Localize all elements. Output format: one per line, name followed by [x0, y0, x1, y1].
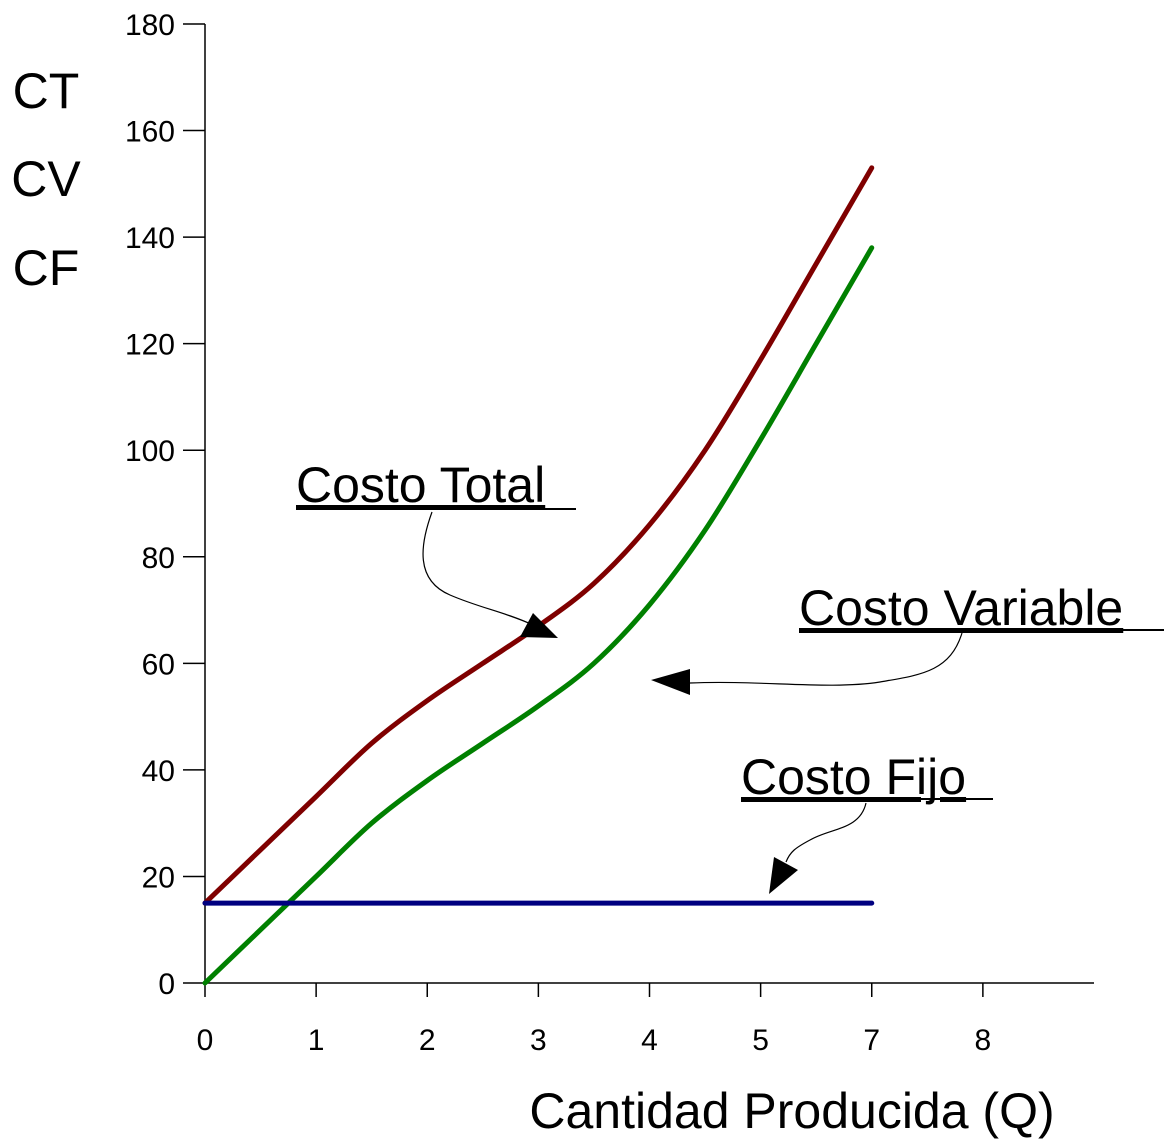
y-tick-label: 180 [125, 9, 175, 42]
y-tick-label: 140 [125, 222, 175, 255]
y-tick-label: 40 [142, 755, 175, 788]
y-ticks: 0 20 40 60 80 100 120 140 160 180 [125, 9, 205, 1001]
x-tick-label: 8 [975, 1024, 992, 1057]
x-tick-label: 1 [308, 1024, 325, 1057]
y-tick-label: 0 [158, 968, 175, 1001]
y-axis-title-line-2: CV [11, 151, 81, 207]
y-tick-label: 160 [125, 116, 175, 149]
x-tick-label: 5 [752, 1024, 769, 1057]
x-axis-title: Cantidad Producida (Q) [529, 1083, 1054, 1139]
leader-costo-fijo [785, 802, 867, 863]
y-tick-label: 80 [142, 542, 175, 575]
series-costo-total [202, 165, 875, 906]
x-tick-label: 2 [419, 1024, 436, 1057]
label-costo-variable: Costo Variable [799, 580, 1123, 636]
series-lines [202, 165, 875, 986]
y-tick-label: 20 [142, 861, 175, 894]
arrowhead-costo-total [520, 613, 558, 638]
y-tick-label: 120 [125, 329, 175, 362]
series-costo-variable [202, 245, 875, 986]
x-tick-label: 4 [641, 1024, 658, 1057]
y-axis-title-line-1: CT [13, 63, 80, 119]
y-tick-label: 60 [142, 648, 175, 681]
leader-costo-total [422, 511, 534, 626]
x-ticks: 0 1 2 3 4 5 7 8 [197, 983, 992, 1057]
label-costo-fijo: Costo Fijo [741, 749, 966, 805]
leader-costo-variable [689, 632, 963, 686]
arrowhead-costo-variable [651, 669, 690, 695]
x-tick-label: 0 [197, 1024, 214, 1057]
arrowhead-costo-fijo [769, 857, 798, 894]
x-tick-label: 3 [530, 1024, 547, 1057]
y-tick-label: 100 [125, 435, 175, 468]
label-costo-total: Costo Total [296, 457, 545, 513]
y-axis-title-line-3: CF [13, 240, 80, 296]
x-tick-label: 7 [863, 1024, 880, 1057]
